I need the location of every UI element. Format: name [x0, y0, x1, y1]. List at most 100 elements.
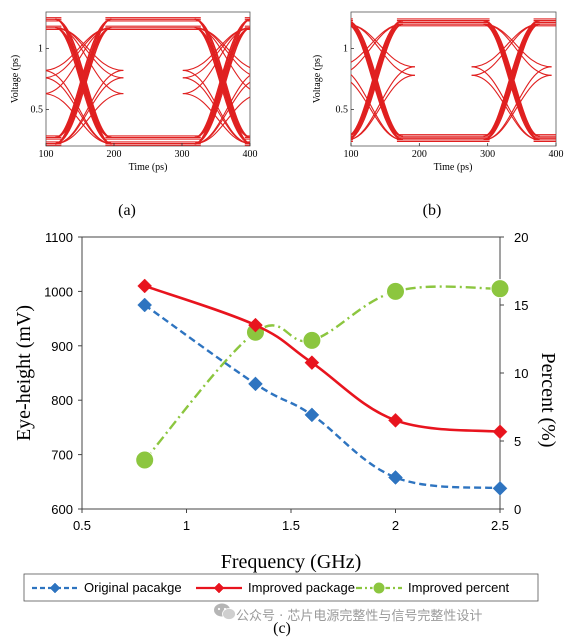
chart-c-xlabel: Frequency (GHz)	[221, 551, 362, 573]
y2-tick-label: 5	[514, 434, 521, 449]
data-point	[304, 407, 320, 423]
series-line	[144, 284, 501, 434]
eye-a-ticks: 100 200 300 400 0.5 1	[31, 44, 258, 160]
eye-x-tick-label: 300	[480, 149, 495, 160]
eye-trace-isi	[471, 74, 540, 141]
legend-label: Improved package	[248, 580, 355, 595]
chart-c-legend: Original pacakge Improved package Improved…	[23, 573, 539, 602]
eye-trace-isi	[182, 93, 250, 145]
eye-a-ylabel: Voltage (ps)	[10, 55, 21, 103]
y-tick-label: 1100	[45, 230, 73, 245]
y2-tick-label: 15	[514, 298, 528, 313]
y2-tick-label: 0	[514, 502, 521, 517]
eye-trace-isi	[194, 27, 250, 90]
eye-trace-isi	[483, 23, 552, 76]
eye-trace-isi	[46, 27, 112, 94]
chart-c-ticks: 0.5 1 1.5 2 2.5 600 700 800 900 1000 1100 0 5 10 15 20	[44, 230, 528, 533]
eye-trace-rise	[55, 27, 112, 145]
legend-swatch-marker	[49, 582, 61, 594]
eye-b-xlabel: Time (ps)	[434, 162, 473, 173]
data-point	[386, 281, 405, 301]
data-point	[137, 297, 153, 313]
eye-trace-isi	[194, 81, 250, 145]
legend-swatch-marker	[213, 582, 225, 594]
series-original-pacakge	[137, 297, 508, 496]
eye-b-traces	[351, 18, 556, 143]
eye-trace-isi	[351, 81, 403, 141]
chart-c-y2label: Percent (%)	[537, 353, 559, 448]
data-point	[304, 355, 320, 371]
eye-trace-isi	[55, 77, 124, 145]
eye-trace-isi	[471, 23, 540, 76]
eye-trace-isi	[46, 77, 112, 145]
eye-b-plot-frame	[350, 11, 557, 147]
x-tick-label: 0.5	[73, 518, 91, 533]
eye-a-xlabel: Time (ps)	[129, 162, 168, 173]
eye-x-tick-label: 100	[39, 149, 54, 160]
y-tick-label: 600	[51, 502, 73, 517]
data-point	[248, 317, 263, 333]
eye-x-tick-label: 100	[344, 149, 359, 160]
caption-a: (a)	[118, 202, 136, 219]
legend-item: Original pacakge	[32, 580, 182, 595]
watermark-text: 公众号 · 芯片电源完整性与信号完整性设计	[236, 609, 482, 624]
eye-trace-isi	[351, 24, 415, 76]
eye-y-tick-label: 0.5	[336, 104, 349, 115]
series-improved-percent	[135, 279, 510, 470]
data-point	[302, 330, 322, 350]
eye-y-tick-label: 1	[38, 44, 43, 55]
data-point	[248, 376, 263, 392]
eye-b-ylabel: Voltage (ps)	[312, 55, 323, 103]
eye-a-traces	[46, 17, 250, 146]
eye-x-tick-label: 400	[243, 149, 258, 160]
series-improved-package	[137, 278, 508, 440]
eye-trace-rise	[351, 23, 404, 139]
eye-x-tick-label: 400	[549, 149, 564, 160]
eye-trace-isi	[182, 77, 250, 144]
data-point	[135, 450, 155, 470]
data-point	[490, 279, 510, 299]
eye-trace-isi	[55, 93, 124, 145]
eye-y-tick-label: 1	[343, 44, 348, 55]
x-tick-label: 1	[183, 518, 190, 533]
y2-tick-label: 20	[514, 230, 528, 245]
eye-trace-rise	[194, 27, 250, 145]
legend-box	[23, 573, 539, 602]
y-tick-label: 700	[51, 448, 73, 463]
chart-c-ylabel: Eye-height (mV)	[13, 305, 35, 441]
eye-b-ticks: 100 200 300 400 0.5 1	[336, 44, 564, 160]
eye-trace-isi	[182, 27, 250, 95]
data-point	[388, 470, 403, 485]
x-tick-label: 2.5	[491, 518, 509, 533]
y2-tick-label: 10	[514, 366, 528, 381]
eye-trace-isi	[55, 27, 124, 95]
eye-trace-isi	[351, 23, 403, 71]
y-tick-label: 900	[51, 339, 73, 354]
eye-trace-rise	[194, 27, 250, 145]
data-point	[492, 480, 508, 496]
eye-x-tick-label: 200	[107, 149, 122, 160]
eye-a-plot-frame	[45, 11, 251, 147]
data-point	[388, 412, 403, 428]
data-point	[492, 424, 508, 440]
eye-height-chart: 0.5 1 1.5 2 2.56007008009001000110005101520 …	[13, 230, 559, 637]
legend-label: Original pacakge	[84, 580, 182, 595]
y-tick-label: 1000	[44, 284, 73, 299]
legend-item: Improved percent	[356, 580, 510, 595]
eye-trace-rise	[351, 23, 404, 140]
legend-label: Improved percent	[408, 580, 510, 595]
legend-swatch-marker	[372, 581, 386, 595]
legend-item: Improved package	[196, 580, 355, 595]
eye-trace-isi	[46, 93, 112, 145]
eye-trace-isi	[483, 74, 552, 141]
eye-trace-rise	[483, 23, 540, 141]
caption-b: (b)	[423, 202, 442, 219]
caption-c: (c)	[273, 620, 291, 637]
y-tick-label: 800	[51, 393, 73, 408]
eye-trace-isi	[194, 96, 250, 145]
wechat-icon	[214, 603, 236, 620]
chart-c-series	[135, 278, 510, 496]
